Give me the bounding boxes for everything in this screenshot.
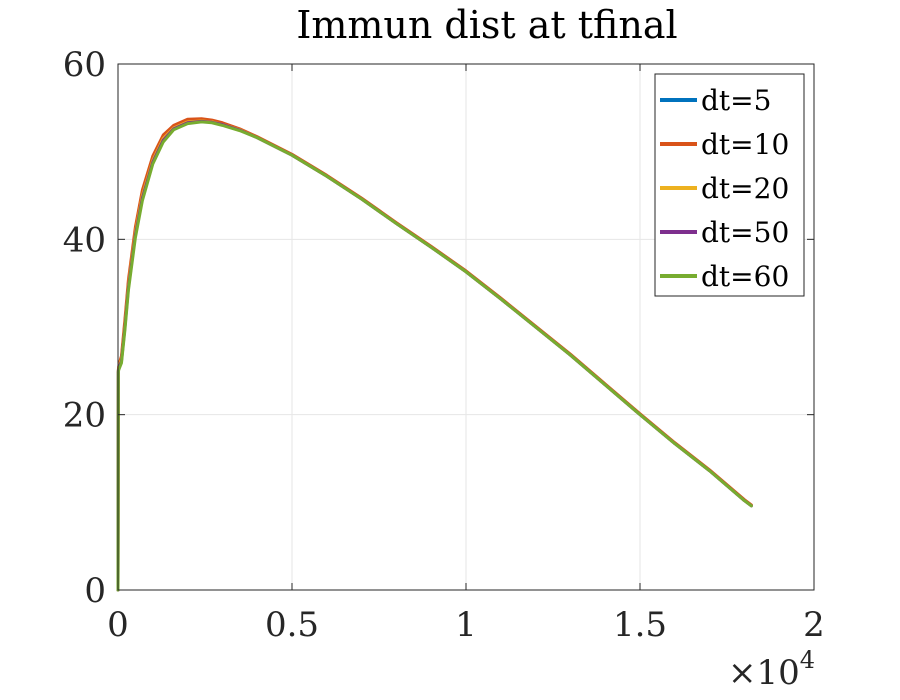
legend: dt=5 dt=10 dt=20 dt=50 dt=60 (654, 73, 805, 297)
x-axis-multiplier: ×104 (728, 646, 815, 693)
legend-label-dt-10: dt=10 (701, 128, 789, 161)
legend-label-dt-5: dt=5 (701, 84, 771, 117)
x-axis-multiplier-base: ×10 (728, 653, 800, 693)
x-tick-labels: 0 0.5 1 1.5 2 (107, 605, 825, 645)
legend-box (654, 73, 805, 297)
x-tick-label: 1 (455, 605, 477, 645)
x-tick-label: 1.5 (613, 605, 667, 645)
series-lines (116, 117, 753, 592)
legend-label-dt-20: dt=20 (701, 172, 789, 205)
legend-label-dt-60: dt=60 (701, 260, 789, 293)
y-tick-label: 0 (84, 571, 106, 611)
axis-ticks (117, 63, 815, 591)
x-tick-label: 0.5 (265, 605, 319, 645)
x-tick-label: 2 (803, 605, 825, 645)
y-tick-labels: 0 20 40 60 (63, 45, 106, 611)
series-line-dt-60 (116, 120, 753, 592)
y-tick-label: 60 (63, 45, 106, 85)
y-tick-label: 40 (63, 220, 106, 260)
y-tick-label: 20 (63, 396, 106, 436)
legend-label-dt-50: dt=50 (701, 216, 789, 249)
x-axis-multiplier-exponent: 4 (800, 646, 815, 674)
chart-title: Immun dist at tfinal (296, 3, 677, 47)
x-tick-label: 0 (107, 605, 129, 645)
legend-items: dt=5 dt=10 dt=20 dt=50 dt=60 (660, 84, 789, 293)
